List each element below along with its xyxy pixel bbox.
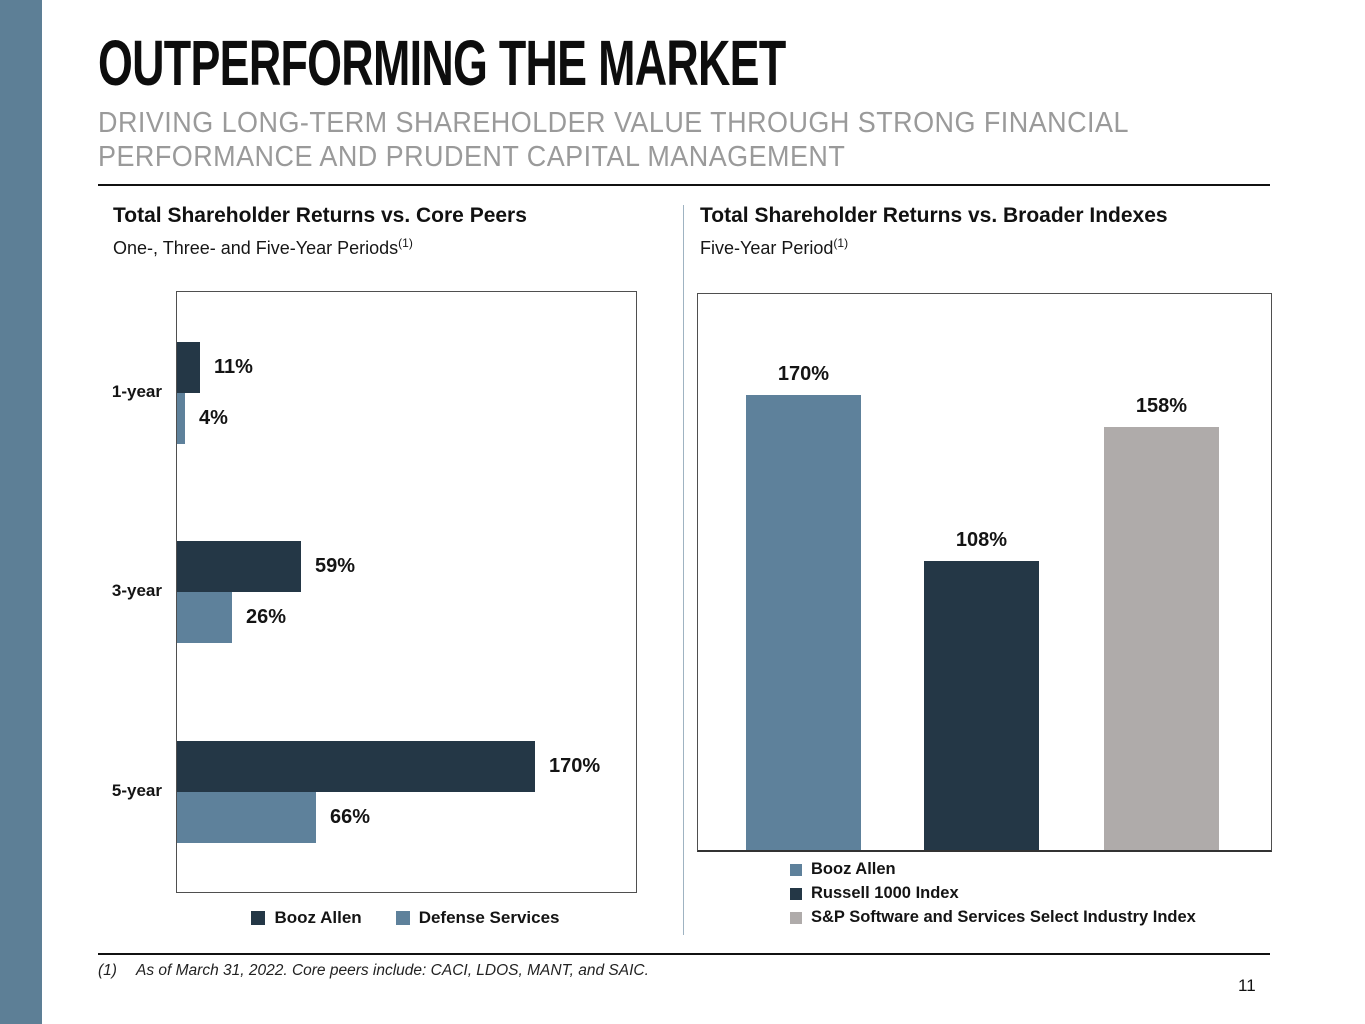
- broader-indexes-subtitle: Five-Year Period(1): [700, 236, 848, 259]
- footnote-text: As of March 31, 2022. Core peers include…: [136, 962, 649, 979]
- value-label-defense-services-3-year: 26%: [246, 606, 287, 628]
- category-label-1-year: 1-year: [111, 382, 162, 401]
- broader-indexes-subtitle-text: Five-Year Period: [700, 238, 834, 258]
- section-divider-line: [683, 205, 684, 935]
- legend-item-sp-software: S&P Software and Services Select Industr…: [790, 908, 1196, 927]
- legend-swatch-sp-software: [790, 911, 802, 924]
- legend-swatch-defense-services: [395, 911, 410, 925]
- legend-item-russell-1000: Russell 1000 Index: [790, 884, 1196, 903]
- broader-indexes-plot: 170% 108% 158%: [697, 293, 1272, 852]
- broader-indexes-chart: Total Shareholder Returns vs. Broader In…: [690, 200, 1290, 960]
- value-label-booz-allen-3-year: 59%: [315, 555, 356, 577]
- legend-label-booz-allen-index: Booz Allen: [811, 860, 896, 878]
- broader-indexes-footnote-ref: (1): [833, 236, 849, 250]
- legend-label-defense-services: Defense Services: [418, 908, 560, 927]
- broader-indexes-legend: Booz Allen Russell 1000 Index S&P Softwa…: [790, 860, 1196, 927]
- category-label-3-year: 3-year: [111, 581, 162, 600]
- legend-swatch-booz-allen-index: [790, 863, 802, 876]
- bar-booz-allen: [746, 395, 861, 850]
- legend-label-russell-1000: Russell 1000 Index: [811, 884, 959, 902]
- value-label-booz-allen: 170%: [777, 363, 830, 385]
- value-label-defense-services-5-year: 66%: [330, 806, 371, 828]
- value-label-defense-services-1-year: 4%: [199, 407, 228, 429]
- value-label-booz-allen-5-year: 170%: [549, 755, 601, 777]
- value-label-booz-allen-1-year: 11%: [214, 356, 253, 378]
- bar-booz-allen-1-year: [177, 342, 200, 393]
- bar-booz-allen-5-year: [177, 741, 535, 792]
- footnote-marker: (1): [98, 962, 117, 979]
- legend-item-booz-allen-index: Booz Allen: [790, 860, 1196, 879]
- legend-item-booz-allen: Booz Allen: [251, 908, 362, 928]
- core-peers-subtitle-text: One-, Three- and Five-Year Periods: [113, 238, 399, 258]
- footnote: (1) As of March 31, 2022. Core peers incl…: [98, 962, 649, 980]
- broader-indexes-title: Total Shareholder Returns vs. Broader In…: [700, 204, 1168, 227]
- core-peers-legend: Booz Allen Defense Services: [176, 908, 635, 928]
- category-label-5-year: 5-year: [111, 781, 162, 800]
- bar-booz-allen-3-year: [177, 541, 301, 592]
- legend-item-defense-services: Defense Services: [395, 908, 560, 928]
- legend-label-sp-software: S&P Software and Services Select Industr…: [811, 908, 1196, 926]
- page-subtitle: DRIVING LONG-TERM SHAREHOLDER VALUE THRO…: [98, 107, 1128, 174]
- header-divider: [98, 184, 1270, 186]
- page-number: 11: [1238, 976, 1256, 995]
- legend-swatch-booz-allen: [251, 911, 266, 925]
- value-label-s-p-software-and-services-select-industry-index: 158%: [1135, 395, 1188, 417]
- page-title: OUTPERFORMING THE MARKET: [98, 27, 786, 99]
- core-peers-chart: Total Shareholder Returns vs. Core Peers…: [98, 200, 668, 960]
- core-peers-categories: 1-year 3-year 5-year: [98, 291, 168, 891]
- legend-swatch-russell-1000: [790, 887, 802, 900]
- core-peers-subtitle: One-, Three- and Five-Year Periods(1): [113, 236, 413, 259]
- bar-russell-1000-index: [924, 561, 1039, 850]
- bar-defense-services-5-year: [177, 792, 316, 843]
- core-peers-footnote-ref: (1): [398, 236, 413, 250]
- sidebar-accent-bar: [0, 0, 42, 1024]
- bar-defense-services-1-year: [177, 393, 185, 444]
- core-peers-title: Total Shareholder Returns vs. Core Peers: [113, 204, 527, 227]
- value-label-russell-1000-index: 108%: [955, 529, 1008, 551]
- core-peers-plot: 11% 4% 59% 26% 170% 66%: [176, 291, 637, 893]
- legend-label-booz-allen: Booz Allen: [274, 908, 362, 927]
- bar-s-p-software-and-services-select-industry-index: [1104, 427, 1219, 850]
- bar-defense-services-3-year: [177, 592, 232, 643]
- footnote-divider: [98, 953, 1270, 955]
